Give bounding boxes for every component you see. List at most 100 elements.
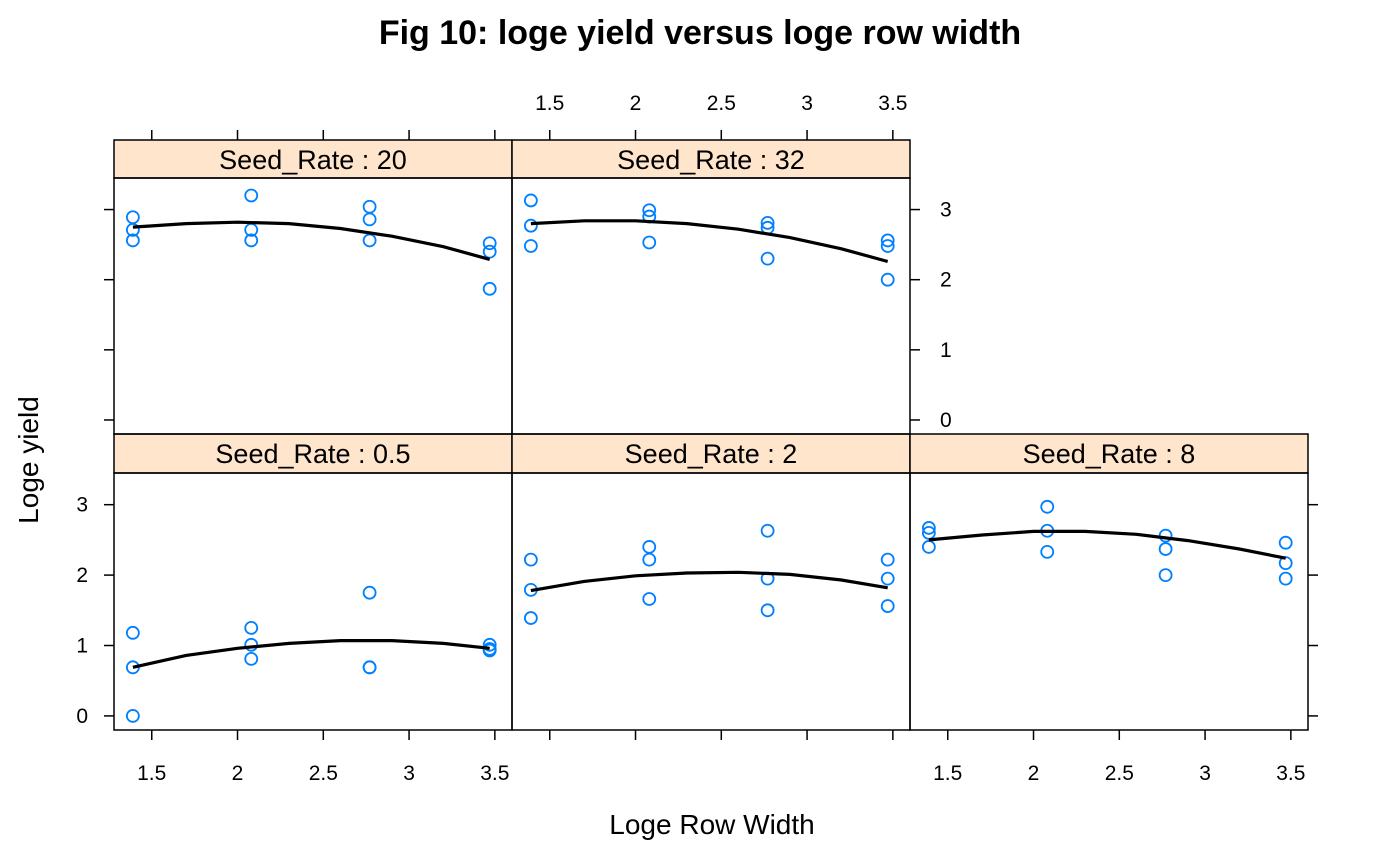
fit-line: [132, 639, 490, 669]
panel-frame: [909, 472, 1309, 731]
data-point: [880, 571, 895, 586]
data-point: [921, 521, 936, 535]
panel-frame: [113, 177, 513, 435]
data-point: [482, 244, 497, 259]
data-point: [362, 660, 377, 675]
data-point: [760, 603, 775, 618]
data-point: [125, 625, 140, 640]
y-right-tick-label: 3: [940, 199, 952, 222]
data-point: [244, 621, 259, 635]
panel: Seed_Rate : 0.5: [113, 433, 513, 731]
data-point: [125, 233, 140, 248]
panel: Seed_Rate : 32: [511, 139, 911, 435]
panel-strip: [909, 433, 1309, 474]
data-point: [523, 218, 538, 233]
x-bottom-tick-label: 3.5: [480, 762, 509, 785]
axes-ticks: 1.5 2 2.5 3 3.5 1.5 2 2.5 3 3.5 1.5 2 2.5 3 3.5 0 1 2 3 0 1 2…: [76, 92, 1318, 785]
data-point: [523, 239, 538, 253]
data-point: [880, 552, 895, 567]
data-point: [880, 233, 895, 248]
data-point: [482, 236, 497, 251]
panel-strip: [511, 139, 911, 179]
data-point: [642, 203, 657, 218]
panel-strip-label: Seed_Rate : 20: [219, 145, 407, 175]
data-point: [523, 193, 538, 208]
data-point: [125, 223, 140, 237]
x-axis-label: Loge Row Width: [609, 809, 814, 840]
x-top-tick-label: 3: [801, 92, 813, 115]
data-point: [760, 251, 775, 266]
panel: Seed_Rate : 8: [909, 433, 1309, 731]
x-bottom-tick-label: 2.5: [1105, 762, 1134, 785]
data-point: [482, 281, 497, 296]
data-point: [125, 210, 140, 225]
data-point: [362, 199, 377, 214]
data-point: [125, 709, 140, 723]
x-bottom-tick-label: 2: [1028, 762, 1040, 785]
y-left-tick-label: 3: [76, 494, 88, 517]
data-point: [642, 540, 657, 554]
panel-strip-label: Seed_Rate : 2: [625, 439, 798, 469]
data-point: [244, 188, 259, 203]
y-axis-label: Loge yield: [13, 396, 44, 524]
data-point: [642, 552, 657, 567]
data-point: [362, 212, 377, 227]
data-point: [880, 599, 895, 613]
data-point: [1040, 544, 1055, 559]
data-point: [880, 239, 895, 253]
data-point: [1278, 535, 1293, 550]
data-point: [244, 233, 259, 248]
data-point: [1278, 571, 1293, 586]
data-point: [482, 643, 497, 658]
y-left-tick-label: 2: [76, 564, 88, 587]
panel-frame: [511, 177, 911, 435]
data-point: [1158, 542, 1173, 556]
x-top-tick-label: 1.5: [535, 92, 564, 115]
data-point: [921, 540, 936, 554]
data-point: [523, 552, 538, 567]
panel: Seed_Rate : 2: [511, 433, 911, 731]
panel-strip-label: Seed_Rate : 32: [617, 145, 805, 175]
x-bottom-tick-label: 3.5: [1276, 762, 1305, 785]
data-point: [1040, 499, 1055, 514]
y-right-tick-label: 2: [940, 269, 952, 292]
x-bottom-tick-label: 1.5: [933, 762, 962, 785]
x-bottom-tick-label: 3: [403, 762, 415, 785]
x-bottom-tick-label: 3: [1199, 762, 1211, 785]
x-top-tick-label: 2: [630, 92, 642, 115]
x-bottom-tick-label: 2: [232, 762, 244, 785]
y-left-tick-label: 0: [76, 705, 88, 728]
panel-strip-label: Seed_Rate : 8: [1023, 439, 1196, 469]
data-point: [362, 233, 377, 248]
fit-line: [530, 219, 889, 264]
panel-strip-label: Seed_Rate : 0.5: [215, 439, 410, 469]
panel-frame: [113, 472, 513, 731]
data-point: [523, 611, 538, 625]
x-bottom-tick-label: 2.5: [309, 762, 338, 785]
x-top-tick-label: 3.5: [878, 92, 907, 115]
data-point: [760, 523, 775, 538]
fit-line: [928, 529, 1287, 560]
data-point: [244, 637, 259, 652]
y-left-tick-label: 1: [76, 635, 88, 658]
panel: Seed_Rate : 20: [113, 139, 513, 435]
data-point: [1158, 568, 1173, 582]
panel-strip: [113, 433, 513, 474]
data-point: [760, 215, 775, 230]
y-right-tick-label: 0: [940, 409, 952, 432]
y-right-tick-label: 1: [940, 339, 952, 362]
data-point: [482, 637, 497, 652]
x-top-tick-label: 2.5: [707, 92, 736, 115]
data-point: [642, 592, 657, 606]
panel-strip: [511, 433, 911, 474]
panel-frame: [511, 472, 911, 731]
fit-line: [530, 570, 888, 593]
chart-title: Fig 10: loge yield versus loge row width: [379, 14, 1021, 52]
data-point: [642, 235, 657, 250]
fit-line: [132, 220, 491, 261]
data-point: [244, 651, 259, 666]
data-point: [362, 585, 377, 600]
x-bottom-tick-label: 1.5: [137, 762, 166, 785]
panel-group: Seed_Rate : 0.5 Seed_Rate : 2 Seed_Rate : …: [76, 92, 1318, 785]
